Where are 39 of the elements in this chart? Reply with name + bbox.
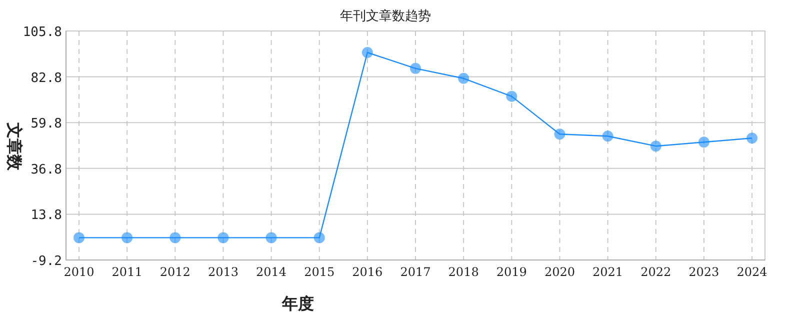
point [218,232,229,244]
point [122,232,133,244]
point [554,128,566,140]
x-tick-label: 2024 [736,265,768,279]
x-tick-label: 2010 [64,265,94,279]
point [650,140,662,152]
x-tick-label: 2017 [400,265,431,279]
x-tick-label: 2023 [688,265,720,279]
point [170,232,181,244]
x-tick-label: 2020 [544,265,575,279]
x-tick-label: 2022 [640,265,672,279]
point [74,232,84,244]
point [266,232,277,244]
y-tick-label: 105.8 [22,25,62,40]
point [506,90,518,102]
x-tick-label: 2019 [496,265,527,279]
point [314,232,325,244]
point [698,136,710,148]
point [746,132,758,144]
x-axis-title: 年度 [281,294,314,313]
point [458,72,470,84]
point [410,62,421,74]
x-tick-label: 2015 [304,265,335,279]
x-tick-label: 2012 [160,265,190,279]
y-tick-label: 13.8 [30,208,62,224]
x-tick-label: 2016 [352,265,383,279]
point [602,130,614,142]
x-tick-label: 2014 [256,265,287,279]
x-tick-label: 2021 [592,265,624,279]
y-tick-label: 82.8 [30,70,62,86]
chart-title: 年刊文章数趋势 [340,9,431,24]
y-tick-label: 59.8 [30,116,62,132]
y-axis-title: 文章数 [5,122,24,172]
y-tick-label: 36.8 [30,162,62,178]
x-tick-label: 2011 [112,265,142,279]
point [362,47,373,58]
x-tick-label: 2018 [448,265,479,279]
x-tick-label: 2013 [208,265,238,279]
y-tick-label: -9.2 [30,254,62,269]
